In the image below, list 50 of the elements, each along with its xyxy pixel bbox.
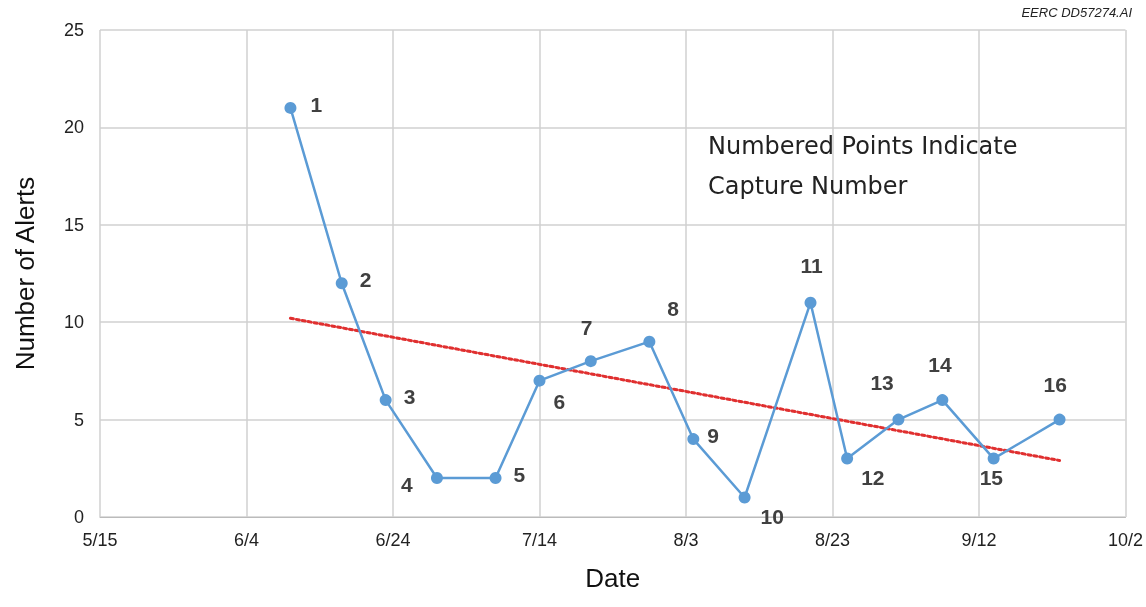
point <box>841 452 854 465</box>
point <box>892 413 905 426</box>
y-tick-label: 10 <box>63 312 84 333</box>
point <box>987 452 1000 465</box>
point <box>379 394 392 407</box>
annotation: 2 <box>359 268 372 292</box>
x-tick-label: 8/3 <box>673 530 699 550</box>
point <box>804 296 817 309</box>
annotation: Numbered Points Indicate Capture Number <box>708 132 1026 200</box>
x-tick-label: 10/2 <box>1107 530 1144 550</box>
annotation: 9 <box>707 424 719 448</box>
point <box>335 277 348 290</box>
x-tick-label: 9/12 <box>961 530 997 550</box>
x-tick-label: 7/14 <box>521 530 558 550</box>
annotation: 15 <box>979 465 1004 489</box>
y-tick-label: 15 <box>63 214 84 235</box>
annotation: 11 <box>800 253 824 277</box>
annotation: 5 <box>513 463 526 487</box>
x-tick-label: 6/4 <box>233 530 260 550</box>
x-tick-label: 6/24 <box>375 530 411 550</box>
annotation: 7 <box>580 316 593 340</box>
point <box>687 433 700 446</box>
y-tick-label: 5 <box>73 409 84 430</box>
point <box>584 355 597 368</box>
y-tick-label: 0 <box>73 507 84 527</box>
y-tick-label: 25 <box>63 20 84 40</box>
text: EERC DD57274.AI <box>1021 5 1133 20</box>
point <box>430 472 443 485</box>
x-tick-label: 5/15 <box>82 530 118 550</box>
annotation: 13 <box>870 370 894 394</box>
point <box>489 472 502 485</box>
point <box>1053 413 1066 426</box>
x-tick-label: 8/23 <box>814 530 851 550</box>
annotation: 10 <box>760 504 784 528</box>
annotation: 8 <box>667 296 680 320</box>
y-tick-label: 20 <box>63 117 84 138</box>
x-axis-title: Date <box>585 563 641 593</box>
annotation: 3 <box>403 385 416 409</box>
annotation: 1 <box>310 92 323 116</box>
point <box>643 335 656 348</box>
y-axis-title: Number of Alerts <box>10 176 40 371</box>
point <box>738 491 751 504</box>
point <box>284 101 297 114</box>
annotation: 12 <box>861 465 885 489</box>
annotation: 4 <box>400 473 413 497</box>
annotation: 14 <box>928 353 953 377</box>
annotation: 16 <box>1043 372 1067 396</box>
point <box>936 394 949 407</box>
annotation: 6 <box>553 389 566 413</box>
point <box>533 374 546 387</box>
